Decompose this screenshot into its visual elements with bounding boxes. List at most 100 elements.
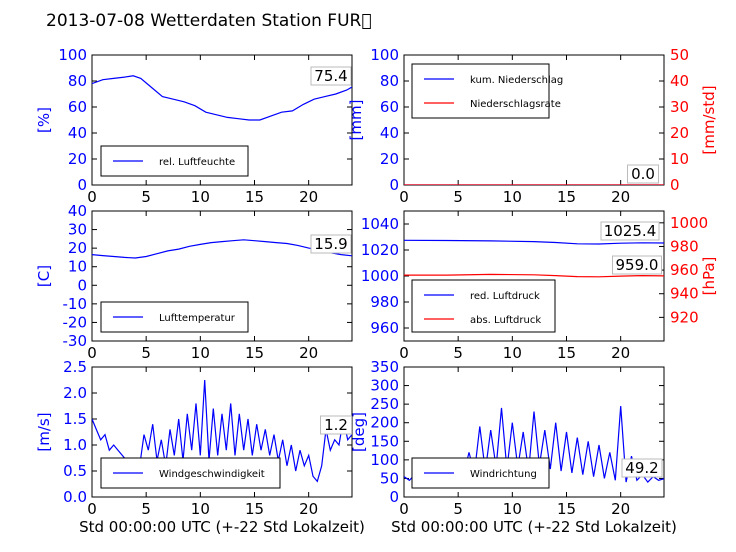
y-tick-label: 0	[389, 488, 399, 506]
panel-precipitation: 0 5 10 15 20 0 20 40 60 80 100 0 10 20 30 40 50 [mm] [mm/s…	[347, 46, 718, 206]
x-tick-label: 15	[557, 188, 576, 206]
annotation-value: 0.0	[631, 165, 655, 183]
x-tick-label: 10	[191, 188, 210, 206]
annotation-box	[600, 221, 660, 241]
series-line-0	[92, 75, 352, 121]
legend-entry: rel. Luftfeuchte	[159, 157, 235, 168]
y-tick-label-right: 980	[670, 237, 699, 255]
y-tick-label: 20	[68, 239, 87, 257]
y-tick-label: 0	[389, 176, 399, 194]
x-tick-label: 20	[611, 344, 630, 362]
legend-entry: abs. Luftdruck	[470, 315, 541, 326]
panel-wind_direction: 0 5 10 15 20050100150200250300350[deg]49.2Wi…	[350, 358, 665, 518]
y-tick-label: 1000	[361, 267, 399, 285]
y-tick-label: 300	[370, 377, 399, 395]
x-tick-label: 15	[245, 500, 264, 518]
y-tick-label: 100	[370, 46, 399, 64]
y-tick-label: 0	[77, 176, 87, 194]
annotation-value: 15.9	[314, 235, 347, 253]
y-axis-label: [deg]	[350, 412, 368, 452]
y-tick-label: 2.0	[63, 384, 87, 402]
y-axis-label: [m/s]	[35, 412, 53, 451]
y-tick-label: 50	[380, 469, 399, 487]
y-tick-label: 2.5	[63, 358, 87, 376]
panel-pressure: 0 5 10 15 20 960 980 1000 1020 1040 920 940 960 980 10…	[361, 210, 718, 362]
x-tick-label: 5	[141, 500, 151, 518]
y-tick-label: 980	[370, 293, 399, 311]
series-line-1	[404, 273, 664, 278]
x-tick-label: 20	[299, 188, 318, 206]
y-tick-label: -30	[63, 332, 88, 350]
figure-title: 2013-07-08 Wetterdaten Station FUR 	[46, 11, 372, 31]
y-tick-label: 40	[380, 124, 399, 142]
x-tick-label: 20	[611, 188, 630, 206]
y-tick-label: 250	[370, 395, 399, 413]
annotation-box	[627, 164, 659, 184]
y-tick-label: 40	[68, 202, 87, 220]
x-tick-label: 5	[453, 500, 463, 518]
annotation-box	[320, 415, 352, 435]
panel-wind_speed: 0 5 10 15 20 0.0 0.5 1.0 1.5 2.0 2.5 [m/s] 1.2 Windge…	[35, 358, 353, 518]
legend-box	[411, 279, 556, 333]
x-tick-label: 0	[399, 500, 409, 518]
y-tick-label: -20	[63, 313, 88, 331]
y-axis-label: [%]	[35, 107, 53, 133]
y-tick-label: 0	[77, 276, 87, 294]
y-tick-label: 10	[68, 258, 87, 276]
x-tick-label: 15	[245, 188, 264, 206]
annotation-box	[621, 458, 663, 478]
y-tick-label: 100	[370, 451, 399, 469]
y-tick-label: -10	[63, 295, 88, 313]
y-axis-label-right: [hPa]	[700, 257, 718, 296]
x-tick-label: 20	[299, 344, 318, 362]
y-tick-label: 350	[370, 358, 399, 376]
y-tick-label: 960	[370, 319, 399, 337]
x-tick-label: 15	[557, 500, 576, 518]
legend-entry: Lufttemperatur	[159, 313, 236, 324]
y-axis-label-right: [mm/std]	[700, 85, 718, 154]
y-tick-label-right: 30	[670, 98, 689, 116]
y-tick-label: 60	[68, 98, 87, 116]
y-tick-label-right: 20	[670, 124, 689, 142]
x-tick-label: 0	[87, 500, 97, 518]
x-axis-label-right: Std 00:00:00 UTC (+-22 Std Lokalzeit)	[391, 518, 677, 536]
legend-entry: Windgeschwindigkeit	[159, 469, 265, 480]
x-tick-label: 5	[141, 344, 151, 362]
x-axis-label-left: Std 00:00:00 UTC (+-22 Std Lokalzeit)	[79, 518, 365, 536]
y-tick-label: 100	[58, 46, 87, 64]
annotation-value: 1025.4	[604, 222, 657, 240]
y-tick-label-right: 920	[670, 308, 699, 326]
annotation-value: 1.2	[324, 416, 348, 434]
x-tick-label: 5	[453, 188, 463, 206]
x-tick-label: 10	[191, 500, 210, 518]
x-tick-label: 5	[141, 188, 151, 206]
x-tick-label: 20	[611, 500, 630, 518]
y-tick-label-right: 1000	[670, 214, 708, 232]
x-tick-label: 5	[453, 344, 463, 362]
y-tick-label: 40	[68, 124, 87, 142]
x-tick-label: 10	[503, 500, 522, 518]
legend-entry: kum. Niederschlag	[470, 75, 563, 86]
annotation-value: 959.0	[616, 256, 659, 274]
y-tick-label: 1.0	[63, 436, 87, 454]
x-tick-label: 0	[87, 344, 97, 362]
y-tick-label-right: 10	[670, 150, 689, 168]
annotation-box	[310, 234, 352, 254]
annotation-box	[612, 255, 662, 275]
x-tick-label: 0	[87, 188, 97, 206]
panel-humidity: 0 5 10 15 20 0 20 40 60 80 100 [%] 75.4 rel. Luftfeuc…	[35, 46, 353, 206]
y-tick-label: 80	[380, 72, 399, 90]
y-tick-label: 20	[380, 150, 399, 168]
legend-entry: Windrichtung	[470, 469, 537, 480]
y-tick-label: 30	[68, 221, 87, 239]
y-tick-label: 1020	[361, 241, 399, 259]
x-tick-label: 10	[503, 188, 522, 206]
x-tick-label: 0	[399, 188, 409, 206]
annotation-value: 49.2	[625, 459, 658, 477]
series-line-0	[92, 239, 352, 259]
y-tick-label: 0.5	[63, 462, 87, 480]
y-tick-label-right: 960	[670, 261, 699, 279]
y-tick-label: 0.0	[63, 488, 87, 506]
y-tick-label-right: 940	[670, 285, 699, 303]
